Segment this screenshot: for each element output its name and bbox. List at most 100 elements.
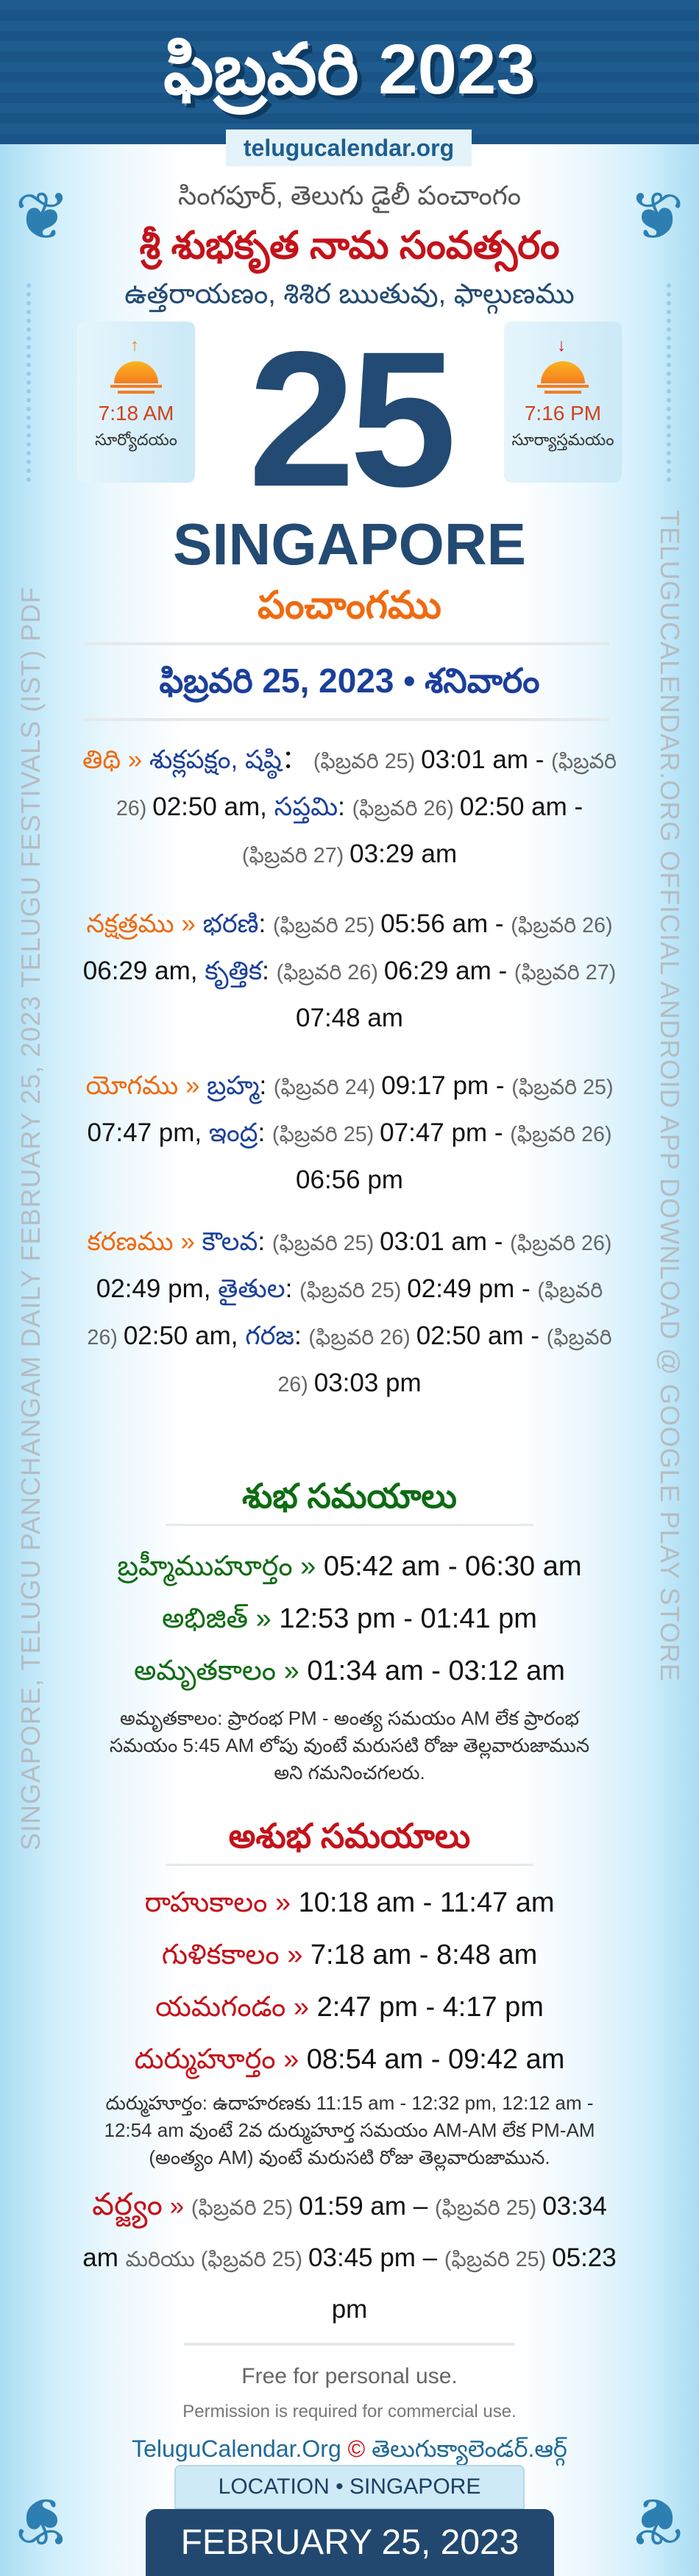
entry-segment: 03:01 am - bbox=[380, 1227, 511, 1256]
dotted-border bbox=[667, 283, 671, 482]
shubha-label: బ్రహ్మీముహూర్తం bbox=[117, 1551, 293, 1582]
entry-segment: (ఫిబ్రవరి 25) bbox=[272, 914, 381, 937]
entry-segment: 03:45 pm – bbox=[308, 2243, 444, 2272]
entry-segment: (ఫిబ్రవరి 26) bbox=[277, 1326, 612, 1397]
ashubha-label: గుళికకాలం bbox=[161, 1940, 280, 1970]
entry-segment: 02:50 am, bbox=[152, 792, 274, 821]
durmuhurtham-note: దుర్ముహూర్తం: ఉదాహరణకు 11:15 am - 12:32 … bbox=[104, 2092, 595, 2168]
entry-segment: : bbox=[294, 1321, 309, 1350]
varjyam-label: వర్జ్యం bbox=[92, 2187, 163, 2221]
entry-segment: 02:49 pm - bbox=[407, 1274, 538, 1303]
year-name: శ్రీ శుభకృత నామ సంవత్సరం bbox=[139, 224, 560, 267]
panchangam-title: పంచాంగము bbox=[258, 584, 441, 627]
entry-segment: (ఫిబ్రవరి 26) bbox=[276, 961, 384, 984]
shubha-item: అభిజిత్ » 12:53 pm - 01:41 pm bbox=[162, 1603, 537, 1634]
brand-en-link[interactable]: TeluguCalendar.Org bbox=[132, 2435, 341, 2462]
city-name: SINGAPORE bbox=[172, 511, 527, 577]
brand-te-link[interactable]: తెలుగుక్యాలెండర్.ఆర్గ్ bbox=[372, 2435, 567, 2462]
entry-segment: : bbox=[259, 1071, 274, 1100]
shubha-time: 05:42 am - 06:30 am bbox=[323, 1551, 582, 1582]
entry-segment: (ఫిబ్రవరి 25) bbox=[272, 1232, 380, 1255]
entry-segment: ఇంద్ర bbox=[208, 1118, 258, 1147]
ashubha-time: 2:47 pm - 4:17 pm bbox=[316, 1992, 544, 2023]
entry-segment: (ఫిబ్రవరి 25) bbox=[434, 2196, 543, 2220]
entry-segment: 07:47 pm - bbox=[380, 1118, 511, 1147]
ashubha-time: 08:54 am - 09:42 am bbox=[306, 2044, 565, 2075]
entry-segment: : bbox=[338, 792, 352, 821]
ashubha-label: యమగండం bbox=[155, 1992, 286, 2023]
entry-segment: (ఫిబ్రవరి 25) bbox=[511, 1076, 614, 1099]
site-link[interactable]: telugucalendar.org bbox=[226, 129, 472, 166]
entry-segment: : bbox=[262, 957, 277, 985]
entry-segment: (ఫిబ్రవరి 26) bbox=[116, 750, 617, 820]
ashubha-time: 10:18 am - 11:47 am bbox=[298, 1887, 555, 1918]
day-number: 25 bbox=[248, 311, 456, 527]
copyright-line: TeluguCalendar.Org © తెలుగుక్యాలెండర్.ఆర… bbox=[81, 2433, 618, 2465]
amrutakalam-note: అమృతకాలం: ప్రారంభ PM - అంత్య సమయం AM లేక… bbox=[109, 1707, 590, 1784]
yogam-entry: యోగము » బ్రహ్మ: (ఫిబ్రవరి 24) 09:17 pm -… bbox=[81, 1063, 618, 1202]
shubha-heading: శుభ సమయాలు bbox=[242, 1477, 457, 1515]
sunset-label: సూర్యాస్తమయం bbox=[511, 430, 614, 449]
entry-segment: 02:50 am - bbox=[459, 792, 583, 821]
sunrise-icon: ↑ bbox=[99, 336, 173, 395]
divider bbox=[83, 718, 609, 721]
entry-segment: కరణము bbox=[87, 1227, 174, 1256]
entry-segment: (ఫిబ్రవరి 25) bbox=[444, 2248, 553, 2271]
entry-segment: (ఫిబ్రవరి 25) bbox=[191, 2196, 299, 2220]
entry-segment: శుక్లపక్షం, షష్ఠి bbox=[149, 745, 282, 774]
ashubha-item: దుర్ముహూర్తం » 08:54 am - 09:42 am bbox=[134, 2044, 565, 2075]
entry-segment: (ఫిబ్రవరి 27) bbox=[514, 961, 617, 984]
ornament-corner-icon: ❦ bbox=[15, 2483, 71, 2557]
ashubha-list: రాహుకాలం » 10:18 am - 11:47 am గుళికకాలం… bbox=[81, 1877, 618, 2086]
entry-segment: 03:03 pm bbox=[313, 1369, 422, 1397]
entry-segment: » bbox=[174, 909, 203, 938]
sunrise-label: సూర్యోదయం bbox=[95, 430, 177, 449]
entry-segment: మరియు (ఫిబ్రవరి 25) bbox=[125, 2248, 309, 2271]
karanam-entry: కరణము » కౌలవ: (ఫిబ్రవరి 25) 03:01 am - (… bbox=[81, 1219, 618, 1408]
tithi-entry: తిథి » శుక్లపక్షం, షష్ఠి： (ఫిబ్రవరి 25) … bbox=[81, 737, 618, 879]
separator: » bbox=[162, 2192, 191, 2221]
entry-segment: 01:59 am – bbox=[299, 2192, 435, 2221]
entry-segment: (ఫిబ్రవరి 25) bbox=[299, 1279, 408, 1302]
sunrise-time: 7:18 AM bbox=[98, 402, 174, 425]
entry-segment: ： bbox=[281, 745, 308, 774]
entry-segment: భరణి bbox=[202, 909, 259, 938]
entry-segment: 07:48 am bbox=[296, 1004, 403, 1032]
ashubha-item: రాహుకాలం » 10:18 am - 11:47 am bbox=[144, 1887, 555, 1918]
entry-segment: 09:17 pm - bbox=[381, 1071, 512, 1100]
ashubha-item: గుళికకాలం » 7:18 am - 8:48 am bbox=[161, 1940, 538, 1970]
side-watermark-right: TELUGUCALENDAR.ORG OFFICIAL ANDROID APP … bbox=[655, 510, 685, 1682]
entry-segment: » bbox=[178, 1071, 207, 1100]
divider bbox=[166, 1864, 533, 1866]
entry-segment: 03:01 am - bbox=[421, 745, 552, 774]
divider bbox=[184, 2343, 515, 2346]
entry-segment: (ఫిబ్రవరి 26) bbox=[352, 797, 460, 820]
shubha-item: బ్రహ్మీముహూర్తం » 05:42 am - 06:30 am bbox=[117, 1551, 582, 1582]
header-banner: ఫిబ్రవరి 2023 bbox=[0, 0, 699, 144]
entry-segment: (ఫిబ్రవరి 26) bbox=[510, 1123, 612, 1146]
varjyam-entry: వర్జ్యం » (ఫిబ్రవరి 25) 01:59 am – (ఫిబ్… bbox=[81, 2179, 618, 2334]
entry-segment: (ఫిబ్రవరి 26) bbox=[511, 914, 613, 937]
shubha-time: 12:53 pm - 01:41 pm bbox=[279, 1603, 537, 1634]
entry-segment: తిథి bbox=[82, 745, 121, 774]
panchangam-content: తిథి » శుక్లపక్షం, షష్ఠి： (ఫిబ్రవరి 25) … bbox=[81, 737, 618, 2465]
month-title: ఫిబ్రవరి 2023 bbox=[163, 30, 536, 109]
entry-segment: తైతుల bbox=[218, 1274, 285, 1303]
sunset-time: 7:16 PM bbox=[524, 402, 602, 425]
entry-segment: (ఫిబ్రవరి 26) bbox=[510, 1232, 612, 1255]
entry-segment: 02:49 pm, bbox=[96, 1274, 219, 1303]
entry-segment: గరజ bbox=[245, 1321, 294, 1350]
sunset-card: ↓ 7:16 PM సూర్యాస్తమయం bbox=[504, 322, 622, 483]
ashubha-time: 7:18 am - 8:48 am bbox=[310, 1940, 538, 1970]
entry-segment: 05:23 pm bbox=[331, 2243, 617, 2324]
entry-segment: : bbox=[285, 1274, 300, 1303]
ornament-corner-icon: ❦ bbox=[15, 180, 71, 254]
dotted-border bbox=[26, 283, 31, 482]
sunrise-card: ↑ 7:18 AM సూర్యోదయం bbox=[77, 322, 195, 483]
copyright-icon: © bbox=[347, 2435, 366, 2462]
entry-segment: (ఫిబ్రవరి 24) bbox=[273, 1076, 382, 1099]
entry-segment: : bbox=[258, 909, 273, 938]
free-use-text: Free for personal use. bbox=[241, 2364, 458, 2388]
entry-segment: సప్తమి bbox=[274, 792, 338, 821]
entry-segment: » bbox=[121, 745, 149, 774]
